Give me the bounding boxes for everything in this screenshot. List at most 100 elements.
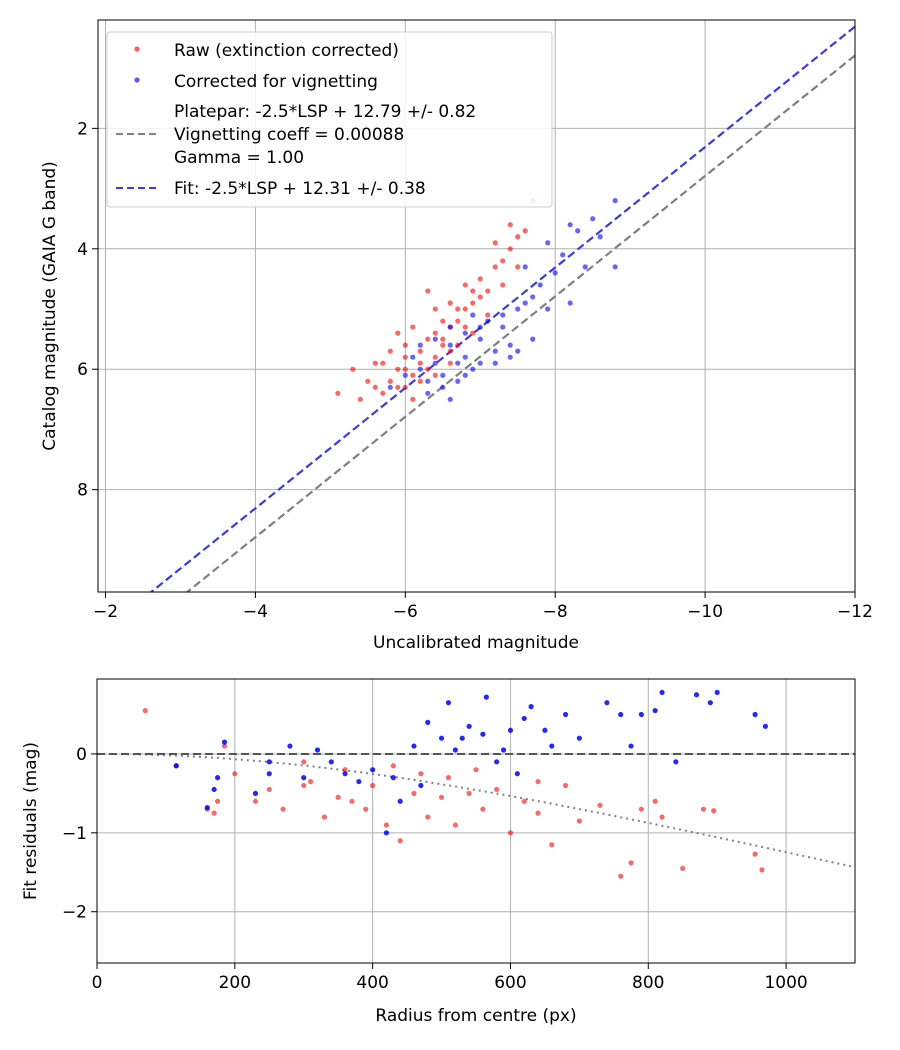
corrected-residual-point	[507, 727, 514, 733]
raw-residual-point	[562, 782, 569, 789]
raw-residual-point	[466, 790, 472, 796]
raw-point	[500, 258, 506, 264]
raw-point	[387, 348, 393, 354]
corrected-residual-point	[652, 707, 658, 714]
raw-point	[432, 354, 438, 360]
raw-residual-point	[280, 806, 286, 812]
bottom-y-tick-label: −1	[62, 824, 87, 844]
legend-platepar-line1: Platepar: -2.5*LSP + 12.79 +/- 0.82	[174, 102, 476, 122]
raw-residual-point	[445, 775, 452, 781]
raw-residual-point	[425, 814, 431, 820]
bottom-data-points	[142, 689, 769, 879]
corrected-point	[425, 390, 431, 396]
bottom-x-tick-label: 200	[219, 973, 251, 993]
top-y-tick-label: 2	[77, 119, 88, 139]
raw-point	[470, 330, 476, 336]
corrected-residual-point	[693, 692, 700, 698]
raw-point	[447, 348, 453, 354]
raw-residual-point	[507, 830, 514, 836]
top-reference-lines	[150, 25, 856, 593]
corrected-point	[477, 336, 483, 342]
bottom-x-tick-label: 1000	[764, 973, 807, 993]
raw-residual-point	[308, 778, 314, 785]
raw-point	[492, 264, 498, 270]
raw-point	[455, 342, 461, 348]
corrected-point	[545, 240, 551, 246]
bottom-x-tick-label: 800	[632, 973, 664, 993]
raw-point	[402, 354, 408, 360]
raw-point	[335, 390, 341, 396]
corrected-residual-point	[562, 711, 569, 718]
corrected-point	[567, 222, 573, 228]
corrected-residual-point	[266, 759, 272, 765]
corrected-residual-point	[221, 739, 228, 745]
raw-point	[387, 378, 393, 384]
raw-residual-point	[397, 838, 403, 844]
raw-point	[372, 360, 378, 366]
raw-point	[485, 288, 491, 294]
corrected-residual-point	[514, 771, 520, 777]
corrected-point	[387, 384, 393, 390]
corrected-point	[552, 270, 558, 276]
raw-residual-point	[628, 860, 634, 866]
corrected-residual-point	[411, 743, 417, 749]
corrected-residual-point	[628, 743, 634, 749]
raw-point	[380, 390, 386, 396]
corrected-residual-point	[214, 775, 221, 781]
corrected-residual-point	[707, 700, 713, 706]
corrected-residual-point	[542, 727, 548, 733]
raw-point	[425, 288, 431, 294]
corrected-residual-point	[500, 747, 507, 753]
corrected-residual-point	[618, 711, 624, 718]
raw-point	[470, 300, 476, 306]
corrected-point	[455, 360, 461, 366]
corrected-point	[447, 324, 453, 330]
top-y-tick-label: 8	[77, 481, 88, 501]
raw-residual-point	[349, 798, 355, 804]
raw-point	[507, 246, 513, 252]
legend-raw-label: Raw (extinction corrected)	[174, 41, 399, 61]
raw-residual-point	[342, 767, 348, 773]
raw-point	[462, 306, 468, 312]
corrected-residual-point	[762, 723, 769, 729]
corrected-point	[477, 360, 483, 366]
raw-point	[410, 372, 416, 378]
raw-residual-point	[418, 771, 424, 777]
raw-point	[522, 228, 528, 234]
raw-point	[440, 342, 446, 348]
legend: Raw (extinction corrected) Corrected for…	[106, 31, 553, 208]
corrected-residual-point	[480, 731, 486, 737]
corrected-point	[597, 234, 603, 240]
corrected-residual-point	[425, 719, 431, 725]
raw-point	[380, 360, 386, 366]
raw-residual-point	[232, 771, 238, 777]
corrected-point	[522, 264, 528, 270]
corrected-residual-point	[604, 700, 610, 706]
corrected-point	[477, 324, 483, 330]
top-plot-frame	[97, 19, 856, 593]
corrected-residual-point	[418, 782, 424, 789]
corrected-point	[507, 342, 513, 348]
raw-point	[455, 306, 461, 312]
top-platepar-line	[186, 54, 856, 593]
raw-point	[417, 360, 423, 366]
corrected-point	[410, 354, 416, 360]
corrected-residual-point	[438, 735, 445, 741]
raw-residual-point	[363, 806, 369, 812]
raw-residual-point	[411, 790, 417, 796]
raw-point	[402, 342, 408, 348]
corrected-residual-point	[383, 830, 390, 836]
corrected-point	[500, 324, 506, 330]
raw-residual-point	[438, 794, 445, 800]
top-y-axis-label: Catalog magnitude (GAIA G band)	[40, 161, 60, 451]
top-x-tick-label: −10	[687, 602, 723, 622]
raw-residual-point	[335, 794, 341, 800]
corrected-point	[455, 378, 461, 384]
raw-residual-point	[652, 798, 658, 804]
corrected-point	[507, 354, 513, 360]
corrected-residual-point	[211, 786, 217, 793]
corrected-residual-point	[445, 700, 452, 706]
raw-point	[432, 372, 438, 378]
legend-box	[106, 31, 553, 208]
